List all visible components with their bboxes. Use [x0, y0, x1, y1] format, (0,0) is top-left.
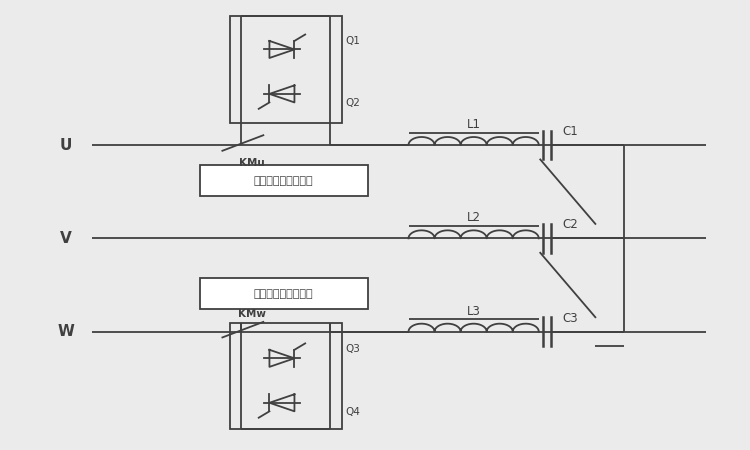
Text: 过零触发和保护电路: 过零触发和保护电路	[254, 176, 314, 185]
Text: V: V	[60, 231, 72, 246]
Text: Q1: Q1	[345, 36, 360, 45]
Text: U: U	[60, 138, 72, 153]
Text: Q3: Q3	[345, 344, 360, 355]
Text: 过零触发和保护电路: 过零触发和保护电路	[254, 289, 314, 299]
Text: C1: C1	[562, 125, 578, 138]
Text: W: W	[58, 324, 74, 339]
Text: L2: L2	[466, 212, 481, 225]
Text: Q4: Q4	[345, 407, 360, 417]
Text: C2: C2	[562, 219, 578, 231]
Text: KMu: KMu	[239, 158, 265, 168]
FancyBboxPatch shape	[200, 279, 368, 310]
Text: C3: C3	[562, 312, 578, 325]
Text: L1: L1	[466, 118, 481, 131]
Text: Q2: Q2	[345, 98, 360, 108]
Text: KMw: KMw	[238, 309, 266, 319]
FancyBboxPatch shape	[200, 165, 368, 196]
Text: L3: L3	[466, 305, 481, 318]
